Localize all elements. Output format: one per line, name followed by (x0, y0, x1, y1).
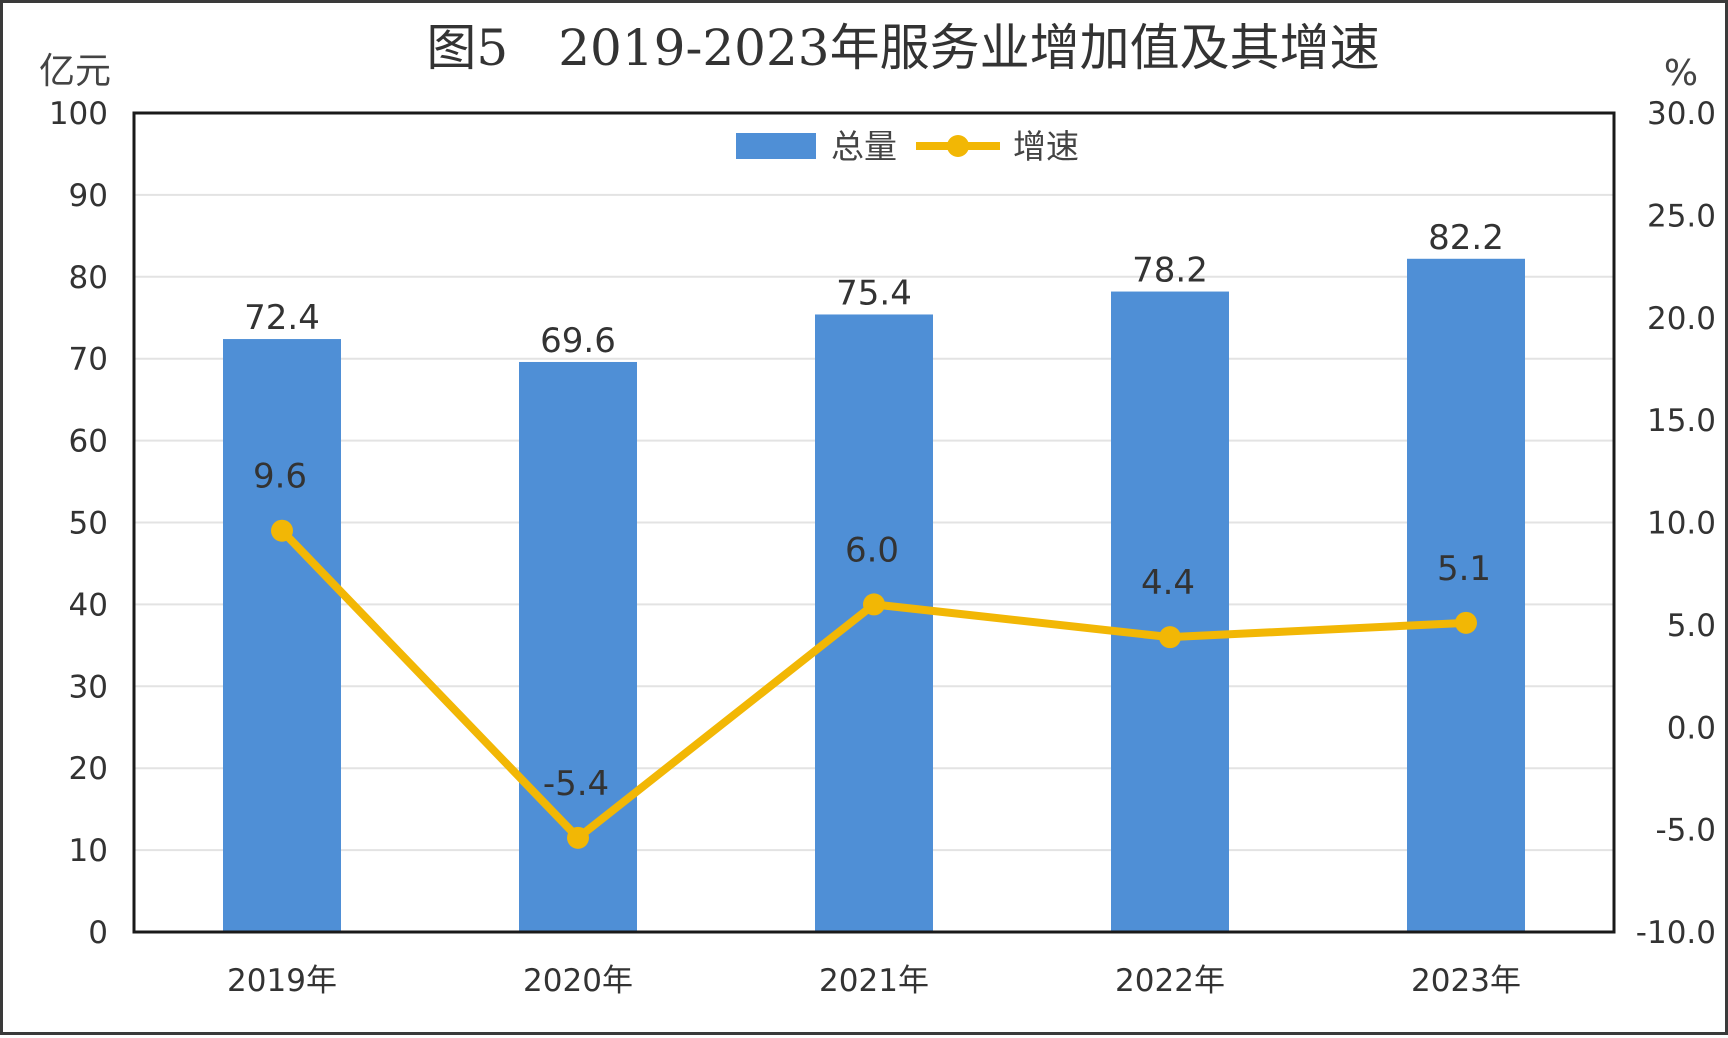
legend-line-marker (947, 135, 969, 157)
right-y-axis: -10.0 -5.0 0.0 5.0 10.0 15.0 20.0 25.0 30.0 (1636, 96, 1716, 951)
x-tick-label: 2023年 (1411, 963, 1521, 999)
line-point (863, 593, 885, 616)
legend: 总量 增速 (736, 127, 1079, 166)
right-tick-label: 20.0 (1647, 301, 1716, 337)
line-value-label: 5.1 (1437, 549, 1491, 589)
left-tick-label: 50 (69, 506, 108, 542)
bar (1111, 291, 1229, 932)
bar-value-label: 82.2 (1428, 218, 1504, 258)
line-point (567, 826, 589, 849)
left-tick-label: 80 (69, 260, 108, 296)
line-point (271, 519, 293, 542)
x-tick-label: 2020年 (523, 963, 633, 999)
line-value-label: -5.4 (543, 764, 609, 804)
line-point (1159, 626, 1181, 649)
left-tick-label: 70 (69, 342, 108, 378)
right-tick-label: 25.0 (1647, 198, 1716, 234)
line-value-label: 4.4 (1141, 563, 1195, 603)
legend-line-label: 增速 (1013, 127, 1079, 166)
bar-value-label: 78.2 (1132, 251, 1208, 291)
right-tick-label: 10.0 (1647, 506, 1716, 542)
legend-bar-swatch (736, 133, 816, 159)
right-tick-label: 15.0 (1647, 403, 1716, 439)
left-y-axis: 0 10 20 30 40 50 60 70 80 90 100 (49, 96, 108, 951)
right-tick-label: -10.0 (1636, 915, 1716, 951)
right-axis-unit: % (1664, 53, 1698, 94)
plot-area-border (132, 111, 1616, 934)
left-tick-label: 60 (69, 424, 108, 460)
bar (1407, 258, 1525, 932)
bar-value-label: 69.6 (540, 321, 616, 361)
left-tick-label: 100 (49, 96, 108, 132)
left-tick-label: 40 (69, 587, 108, 623)
line-value-label: 9.6 (253, 457, 307, 497)
right-tick-label: 30.0 (1647, 96, 1716, 132)
combo-chart: 图5 2019-2023年服务业增加值及其增速 亿元 % 72.4 69.6 75.… (39, 19, 1716, 999)
left-tick-label: 0 (88, 915, 108, 951)
x-tick-label: 2022年 (1115, 963, 1225, 999)
data-labels: 72.4 69.6 75.4 78.2 82.2 9.6 -5.4 6.0 4.4 5.1 (244, 218, 1504, 804)
x-tick-label: 2021年 (819, 963, 929, 999)
left-tick-label: 90 (69, 178, 108, 214)
bar-value-label: 72.4 (244, 298, 320, 338)
line-value-label: 6.0 (845, 530, 899, 570)
line-series (271, 519, 1477, 849)
right-tick-label: -5.0 (1656, 813, 1717, 849)
line-point (1455, 611, 1477, 634)
bar (815, 314, 933, 932)
bar-value-label: 75.4 (836, 273, 912, 313)
left-axis-unit: 亿元 (39, 51, 111, 92)
left-tick-label: 30 (69, 669, 108, 705)
left-tick-label: 10 (69, 833, 108, 869)
x-tick-label: 2019年 (227, 963, 337, 999)
legend-bar-label: 总量 (831, 127, 897, 166)
right-tick-label: 0.0 (1667, 710, 1716, 746)
bar (223, 339, 341, 932)
right-tick-label: 5.0 (1667, 608, 1716, 644)
left-tick-label: 20 (69, 751, 108, 787)
x-axis: 2019年 2020年 2021年 2022年 2023年 (227, 963, 1521, 999)
chart-title: 图5 2019-2023年服务业增加值及其增速 (426, 19, 1379, 77)
